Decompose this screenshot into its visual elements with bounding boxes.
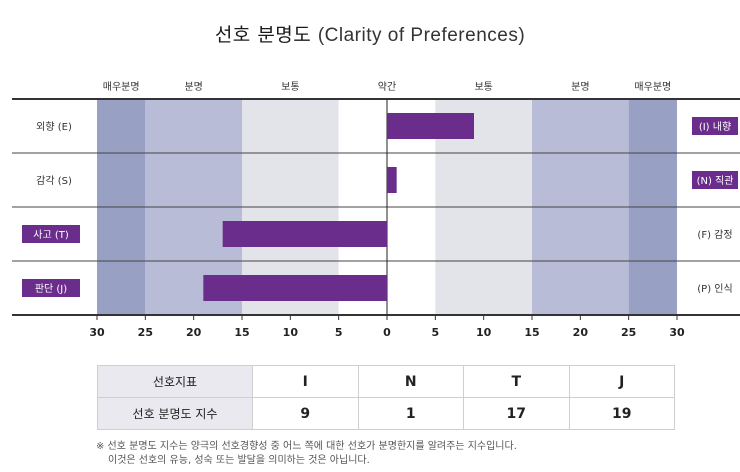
- chart-bars: [203, 113, 474, 301]
- score-row: 선호 분명도 지수 9 1 17 19: [97, 397, 675, 430]
- preference-bar: [387, 167, 397, 193]
- band-label: 보통: [474, 81, 492, 93]
- indicator-row: 선호지표 I N T J: [97, 365, 675, 398]
- footnote: ※ 선호 분명도 지수는 양극의 선호경향성 중 어느 쪽에 대한 선호가 분명…: [96, 440, 517, 468]
- x-tick-label: 25: [138, 326, 153, 339]
- x-tick-label: 15: [234, 326, 249, 339]
- score-cell: 19: [568, 397, 675, 430]
- x-tick-label: 10: [476, 326, 492, 339]
- preference-bar: [222, 221, 387, 247]
- row-label-highlight: [692, 117, 738, 135]
- band-label: 분명: [184, 81, 202, 93]
- footnote-line: ※ 선호 분명도 지수는 양극의 선호경향성 중 어느 쪽에 대한 선호가 분명…: [96, 441, 517, 452]
- band-label: 약간: [378, 81, 396, 93]
- footnote-line: 이것은 선호의 유능, 성숙 또는 발달을 의미하는 것은 아닙니다.: [108, 455, 370, 466]
- indicator-cell: J: [568, 365, 675, 398]
- indicator-cell: T: [463, 365, 570, 398]
- x-tick-label: 0: [383, 326, 391, 339]
- row-label-highlight: [692, 171, 738, 189]
- band-labels: 매우분명 분명 보통 약간 보통 분명 매우분명: [103, 81, 671, 93]
- chart-title: 선호 분명도 (Clarity of Preferences): [0, 20, 740, 47]
- x-tick-label: 30: [669, 326, 685, 339]
- title-korean: 선호 분명도: [214, 24, 312, 46]
- row-label-right: (F) 감정: [697, 229, 732, 241]
- x-tick-label: 25: [621, 326, 636, 339]
- x-tick-label: 20: [573, 326, 589, 339]
- indicator-cell: N: [357, 365, 464, 398]
- preference-table: 선호지표 I N T J 선호 분명도 지수 9 1 17 19: [97, 365, 675, 430]
- row-label-left: 외향 (E): [36, 121, 72, 133]
- band-label: 보통: [281, 81, 299, 93]
- x-tick-label: 30: [89, 326, 105, 339]
- indicator-header: 선호지표: [97, 365, 253, 398]
- score-cell: 17: [463, 397, 570, 430]
- row-label-left: 사고 (T): [33, 229, 69, 241]
- x-axis-ticks: 30 25 20 15 10 5 0 5 10 15 20 25 30: [89, 315, 685, 339]
- row-label-right: (P) 인식: [697, 283, 732, 295]
- title-english: (Clarity of Preferences): [317, 25, 526, 46]
- indicator-cell: I: [252, 365, 359, 398]
- x-tick-label: 10: [283, 326, 299, 339]
- score-cell: 9: [252, 397, 359, 430]
- score-cell: 1: [357, 397, 464, 430]
- x-tick-label: 15: [524, 326, 539, 339]
- preference-bar: [203, 275, 387, 301]
- x-tick-label: 5: [335, 326, 343, 339]
- row-label-left: 판단 (J): [35, 283, 67, 295]
- row-label-left: 감각 (S): [36, 175, 72, 187]
- band-label: 매우분명: [634, 81, 671, 93]
- band-label: 분명: [571, 81, 589, 93]
- row-label-highlight: [22, 225, 80, 243]
- row-label-right: (N) 직관: [697, 175, 734, 187]
- preference-bar: [387, 113, 474, 139]
- row-label-highlight: [22, 279, 80, 297]
- x-tick-label: 20: [186, 326, 202, 339]
- score-header: 선호 분명도 지수: [97, 397, 253, 430]
- x-tick-label: 5: [432, 326, 440, 339]
- row-label-right: (I) 내향: [699, 121, 731, 133]
- band-label: 매우분명: [103, 81, 140, 93]
